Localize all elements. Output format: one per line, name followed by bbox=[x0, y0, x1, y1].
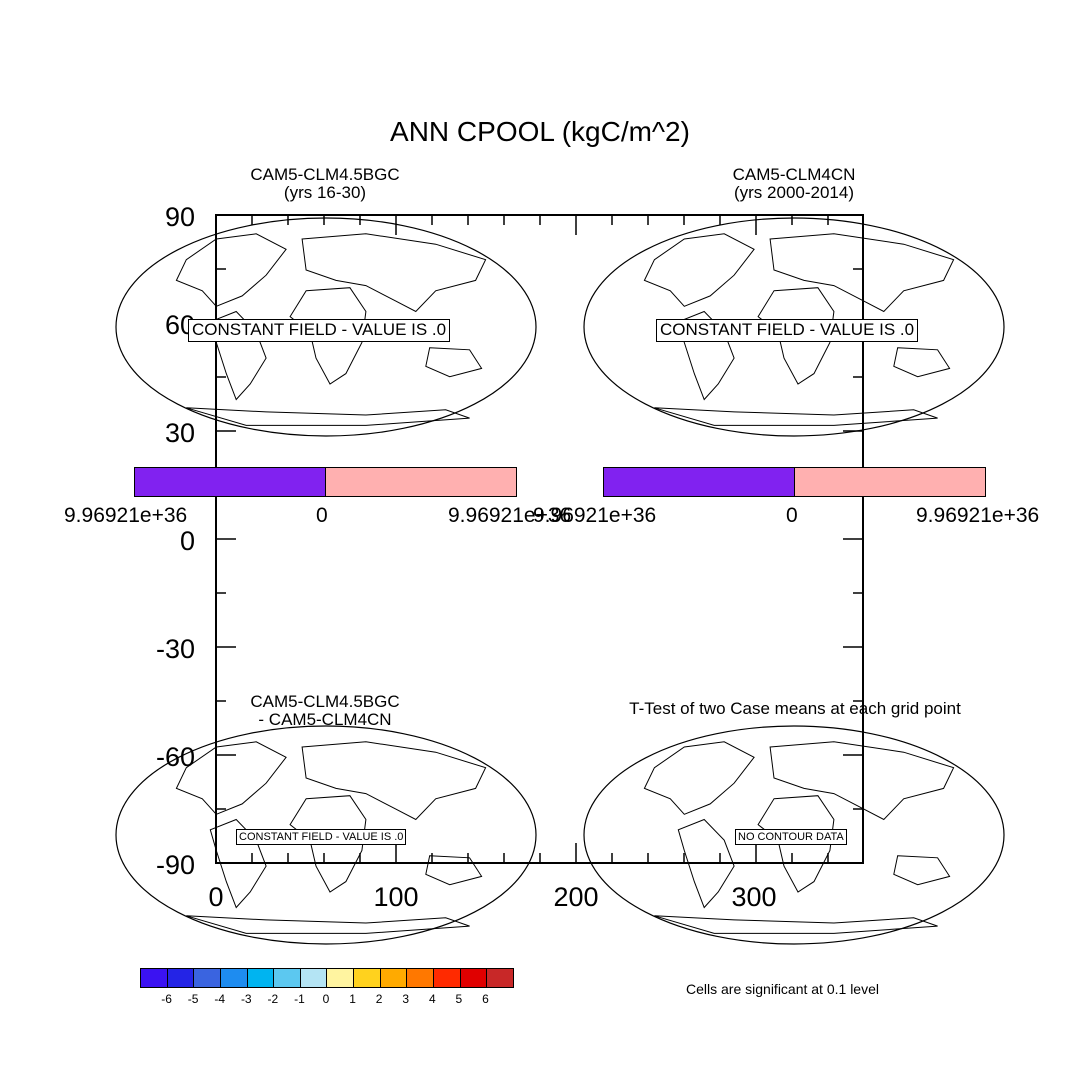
legend-swatch bbox=[299, 969, 327, 987]
continent-outline bbox=[301, 233, 487, 313]
top-left-constant-field-label: CONSTANT FIELD - VALUE IS .0 bbox=[188, 319, 451, 342]
legend-label: 1 bbox=[349, 992, 356, 1006]
colorbar-label: 9.96921e+36 bbox=[916, 504, 1040, 527]
map-boundary bbox=[115, 217, 537, 437]
continent-outline bbox=[769, 233, 955, 313]
legend-swatch bbox=[166, 969, 194, 987]
legend-swatch bbox=[141, 969, 167, 987]
legend-swatch bbox=[486, 969, 513, 987]
continent-outline bbox=[654, 407, 938, 426]
colorbar-segment bbox=[794, 468, 985, 496]
map-panels bbox=[115, 217, 1005, 945]
colorbar-label: 9.96921e+36 bbox=[533, 504, 657, 527]
y-tick-label: -30 bbox=[155, 634, 195, 664]
y-tick-label: 30 bbox=[164, 418, 195, 448]
y-tick-label: -60 bbox=[155, 742, 195, 772]
colorbar-label: 9.96921e+36 bbox=[64, 504, 188, 527]
y-tick-label: 90 bbox=[164, 202, 195, 232]
colorbar-label: 0 bbox=[786, 504, 798, 527]
continent-outline bbox=[654, 915, 938, 934]
y-tick-label: 0 bbox=[179, 526, 195, 556]
colorbar-label: 0 bbox=[316, 504, 328, 527]
legend-label: 0 bbox=[322, 992, 330, 1006]
map-boundary bbox=[583, 725, 1005, 945]
top-right-subtitle: (yrs 2000-2014) bbox=[733, 183, 854, 202]
map-boundary bbox=[115, 725, 537, 945]
continent-outline bbox=[425, 347, 483, 378]
legend-label: -5 bbox=[187, 992, 199, 1006]
y-tick-label: -90 bbox=[155, 850, 195, 880]
bottom-left-constant-field-label: CONSTANT FIELD - VALUE IS .0 bbox=[236, 829, 407, 846]
continent-outline bbox=[893, 347, 951, 378]
legend-swatch bbox=[459, 969, 487, 987]
legend-label: -6 bbox=[161, 992, 172, 1006]
legend-swatch bbox=[353, 969, 380, 987]
legend-swatch bbox=[273, 969, 300, 987]
continent-outline bbox=[186, 915, 470, 934]
legend-swatch bbox=[193, 969, 220, 987]
x-tick-label: 0 bbox=[208, 882, 224, 912]
continent-outline bbox=[186, 407, 470, 426]
bottom-right-title: T-Test of two Case means at each grid po… bbox=[629, 699, 961, 718]
plot-frame bbox=[215, 214, 864, 864]
significance-note: Cells are significant at 0.1 level bbox=[686, 981, 879, 997]
continent-outline bbox=[301, 741, 487, 821]
top-left-colorbar bbox=[134, 467, 517, 497]
continent-outline bbox=[425, 855, 483, 886]
legend-label: -4 bbox=[214, 992, 226, 1006]
colorbar-segment bbox=[325, 468, 516, 496]
legend-label: 3 bbox=[402, 992, 410, 1006]
colorbar-segment bbox=[135, 468, 325, 496]
legend-swatch bbox=[219, 969, 247, 987]
colorbar-label: 9.96921e+36 bbox=[448, 504, 572, 527]
legend-swatch bbox=[406, 969, 434, 987]
legend-label: 6 bbox=[482, 992, 489, 1006]
legend-swatch bbox=[246, 969, 274, 987]
continent-outline bbox=[209, 818, 267, 909]
legend-label: 4 bbox=[428, 992, 436, 1006]
continent-outline bbox=[643, 741, 755, 815]
legend-label: -2 bbox=[267, 992, 279, 1006]
top-right-constant-field-label: CONSTANT FIELD - VALUE IS .0 bbox=[656, 319, 919, 342]
difference-legend-colorbar bbox=[140, 968, 514, 988]
x-tick-label: 100 bbox=[373, 882, 419, 912]
legend-swatch bbox=[379, 969, 407, 987]
continent-outline bbox=[643, 233, 755, 307]
top-left-title: CAM5-CLM4.5BGC bbox=[250, 165, 400, 184]
bottom-left-subtitle: - CAM5-CLM4CN bbox=[258, 710, 392, 729]
bottom-left-title: CAM5-CLM4.5BGC bbox=[250, 692, 400, 711]
continent-outline bbox=[175, 741, 287, 815]
legend-label: 5 bbox=[455, 992, 463, 1006]
legend-label: 2 bbox=[375, 992, 383, 1006]
top-right-title: CAM5-CLM4CN bbox=[732, 165, 856, 184]
x-tick-label: 200 bbox=[553, 882, 599, 912]
legend-swatch bbox=[326, 969, 354, 987]
continent-outline bbox=[677, 818, 735, 909]
legend-swatch bbox=[433, 969, 460, 987]
legend-label: -3 bbox=[240, 992, 252, 1006]
colorbar-segment bbox=[604, 468, 794, 496]
axis-ticks bbox=[215, 214, 863, 864]
map-boundary bbox=[583, 217, 1005, 437]
figure-title: ANN CPOOL (kgC/m^2) bbox=[390, 116, 690, 147]
continent-outline bbox=[769, 741, 955, 821]
legend-label: -1 bbox=[294, 992, 305, 1006]
top-right-colorbar bbox=[603, 467, 986, 497]
continent-outline bbox=[175, 233, 287, 307]
top-left-subtitle: (yrs 16-30) bbox=[283, 183, 367, 202]
x-tick-label: 300 bbox=[731, 882, 777, 912]
continent-outline bbox=[893, 855, 951, 886]
bottom-right-no-contour-label: NO CONTOUR DATA bbox=[735, 829, 847, 846]
